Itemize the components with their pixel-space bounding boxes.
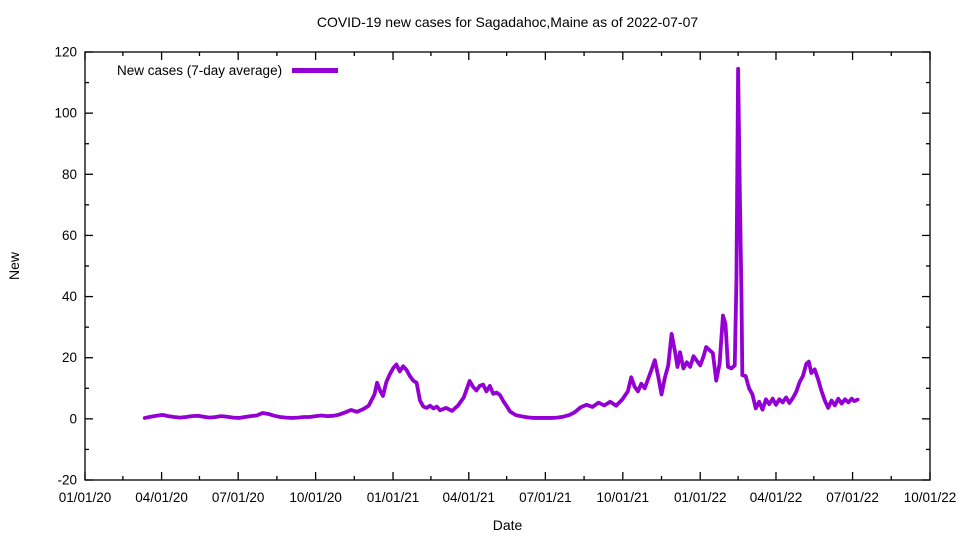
svg-text:04/01/21: 04/01/21 <box>443 490 496 505</box>
svg-text:01/01/20: 01/01/20 <box>59 490 112 505</box>
legend-label: New cases (7-day average) <box>117 63 283 78</box>
svg-text:01/01/21: 01/01/21 <box>367 490 420 505</box>
legend-line-sample <box>292 68 339 73</box>
x-axis-title: Date <box>492 517 523 533</box>
chart-title: COVID-19 new cases for Sagadahoc,Maine a… <box>316 14 699 30</box>
svg-text:100: 100 <box>54 106 77 121</box>
svg-text:07/01/21: 07/01/21 <box>519 490 572 505</box>
svg-text:40: 40 <box>62 289 77 304</box>
svg-text:07/01/20: 07/01/20 <box>212 490 265 505</box>
legend: New cases (7-day average) <box>117 63 339 78</box>
svg-text:01/01/22: 01/01/22 <box>674 490 727 505</box>
svg-text:0: 0 <box>69 411 77 426</box>
svg-text:10/01/20: 10/01/20 <box>289 490 342 505</box>
svg-text:60: 60 <box>62 228 77 243</box>
y-axis-title: New <box>6 251 22 281</box>
svg-text:10/01/22: 10/01/22 <box>904 490 957 505</box>
svg-text:04/01/20: 04/01/20 <box>135 490 188 505</box>
svg-text:10/01/21: 10/01/21 <box>597 490 650 505</box>
svg-text:07/01/22: 07/01/22 <box>826 490 879 505</box>
svg-text:04/01/22: 04/01/22 <box>750 490 803 505</box>
svg-text:20: 20 <box>62 350 77 365</box>
svg-text:120: 120 <box>54 45 77 60</box>
svg-text:80: 80 <box>62 167 77 182</box>
svg-text:-20: -20 <box>57 473 77 488</box>
